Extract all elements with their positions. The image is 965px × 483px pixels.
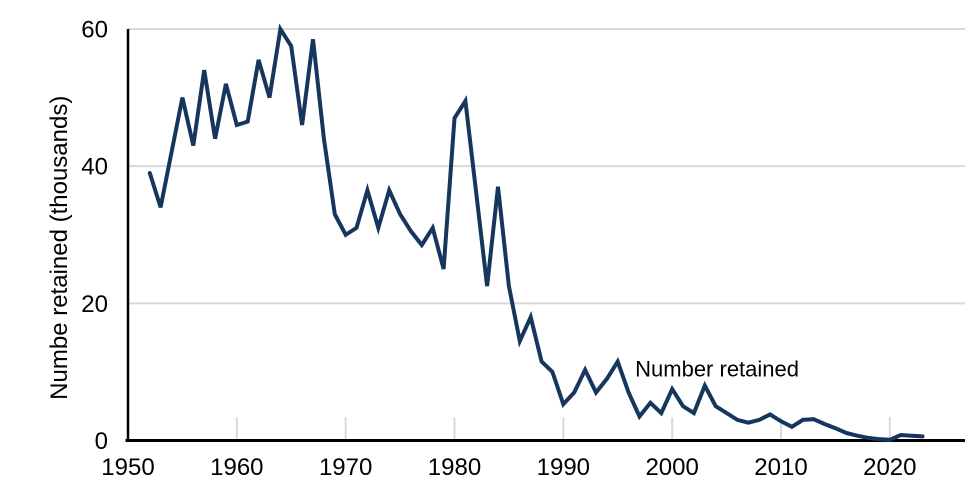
x-tick-label-1990: 1990	[537, 454, 590, 481]
y-tick-label-40: 40	[81, 154, 108, 181]
retained-line-chart: 0 20 40 60 1950 1960 1970 1980 1990 2000 2010 2020 N…	[40, 16, 965, 483]
x-tick-label-1960: 1960	[210, 454, 263, 481]
series-number-retained-line	[147, 23, 925, 442]
chart-canvas: 0 20 40 60 1950 1960 1970 1980 1990 2000 2010 2020 N…	[46, 17, 965, 481]
y-axis-title: Numbe retained (thousands)	[46, 96, 73, 400]
x-tick-label-2020: 2020	[863, 454, 916, 481]
y-tick-label-0: 0	[95, 428, 108, 455]
x-tick-label-1950: 1950	[101, 454, 154, 481]
x-tick-label-1970: 1970	[319, 454, 372, 481]
y-tick-label-20: 20	[81, 291, 108, 318]
y-tick-label-60: 60	[81, 17, 108, 44]
x-tick-label-2010: 2010	[754, 454, 807, 481]
x-tick-label-1980: 1980	[428, 454, 481, 481]
annotation-number-retained: Number retained	[635, 357, 799, 382]
x-tick-label-2000: 2000	[645, 454, 698, 481]
